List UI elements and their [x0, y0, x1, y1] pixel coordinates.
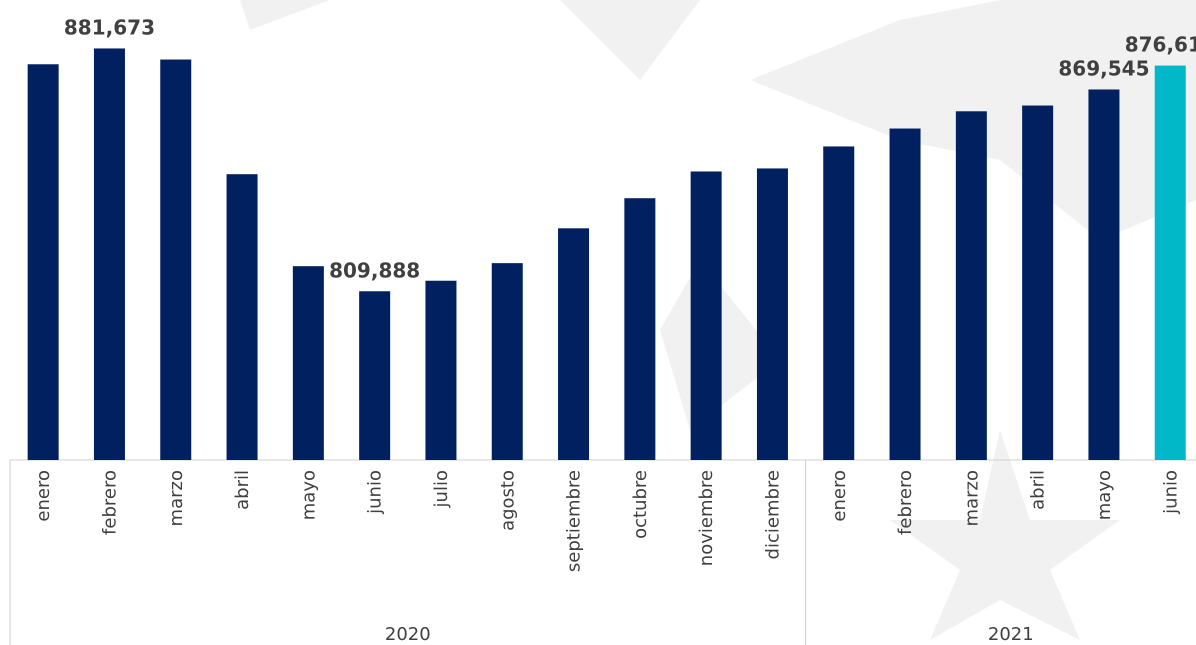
- x-tick-label: enero: [33, 470, 54, 522]
- value-label: 876,614: [1125, 33, 1196, 57]
- x-tick-label: diciembre: [762, 470, 783, 559]
- x-tick-label: febrero: [895, 470, 916, 535]
- x-tick-label: junio: [1160, 470, 1181, 515]
- x-tick-label: abril: [1028, 470, 1049, 510]
- bar: [359, 291, 391, 460]
- x-tick-label: junio: [365, 470, 386, 515]
- x-tick-label: septiembre: [564, 470, 585, 572]
- bar: [93, 48, 125, 460]
- x-tick-label: mayo: [1094, 470, 1115, 520]
- bar: [823, 146, 855, 461]
- bar: [1088, 89, 1120, 460]
- bar: [690, 171, 722, 460]
- x-tick-label: julio: [431, 470, 452, 508]
- bar: [226, 174, 258, 461]
- bar: [425, 280, 457, 460]
- bar: [1022, 105, 1054, 460]
- bar: [491, 263, 523, 460]
- value-label: 869,545: [1058, 56, 1149, 80]
- x-tick-label: marzo: [166, 470, 187, 526]
- x-tick-label: enero: [829, 470, 850, 522]
- bar: [292, 266, 324, 460]
- x-tick-label: febrero: [99, 470, 120, 535]
- x-tick-label: abril: [232, 470, 253, 510]
- x-tick-label: mayo: [298, 470, 319, 520]
- bar: [756, 168, 788, 461]
- value-label: 881,673: [64, 15, 155, 39]
- bar: [955, 111, 987, 460]
- bar: [27, 64, 59, 460]
- group-label: 2021: [988, 624, 1034, 645]
- x-tick-label: marzo: [961, 470, 982, 526]
- bar: [1154, 65, 1186, 460]
- x-tick-label: octubre: [630, 470, 651, 539]
- x-tick-label: noviembre: [696, 470, 717, 566]
- value-label: 809,888: [329, 258, 420, 282]
- bar: [558, 228, 590, 460]
- bar: [624, 198, 656, 461]
- x-tick-label: agosto: [497, 470, 518, 531]
- bar: [889, 128, 921, 460]
- group-label: 2020: [385, 624, 431, 645]
- bar: [160, 59, 192, 460]
